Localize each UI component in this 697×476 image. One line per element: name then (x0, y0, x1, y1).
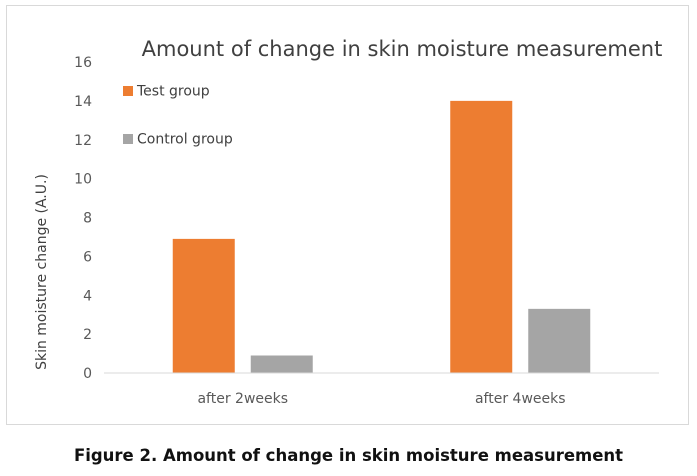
y-tick-label: 16 (74, 55, 92, 71)
bars (172, 100, 591, 373)
legend-swatch (123, 134, 133, 144)
chart-title: Amount of change in skin moisture measur… (142, 37, 663, 61)
y-tick-label: 14 (74, 94, 92, 110)
y-tick-label: 0 (83, 366, 92, 382)
legend-label: Test group (136, 84, 210, 100)
legend-swatch (123, 86, 133, 96)
x-axis-categories: after 2weeks after 4weeks (197, 391, 565, 407)
y-tick-label: 8 (83, 211, 92, 227)
figure-caption: Figure 2. Amount of change in skin moist… (73, 446, 624, 465)
bar-test-2 (450, 100, 513, 373)
y-tick-label: 10 (74, 172, 92, 188)
y-tick-label: 2 (83, 327, 92, 343)
y-tick-label: 4 (83, 288, 92, 304)
legend-label: Control group (137, 132, 233, 148)
bar-test-1 (172, 238, 235, 373)
x-category-label: after 2weeks (197, 391, 288, 407)
y-tick-label: 6 (83, 249, 92, 265)
x-category-label: after 4weeks (475, 391, 566, 407)
bar-control-1 (250, 355, 313, 373)
y-axis-label: Skin moisture change (A.U.) (34, 174, 50, 370)
y-tick-label: 12 (74, 133, 92, 149)
bar-control-2 (528, 308, 591, 373)
legend: Test group Control group (123, 84, 233, 148)
y-axis-ticks: 0 2 4 6 8 10 12 14 16 (74, 55, 92, 382)
bar-chart: Amount of change in skin moisture measur… (34, 37, 663, 407)
